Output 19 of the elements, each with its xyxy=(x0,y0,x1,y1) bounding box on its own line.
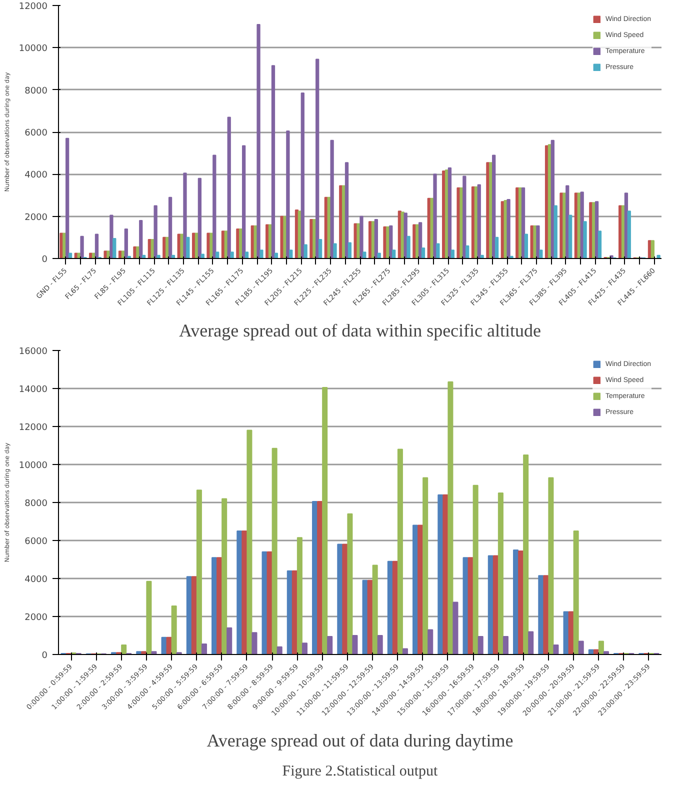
y-tick-label: 0 xyxy=(42,255,48,265)
y-tick-label: 12000 xyxy=(18,2,48,12)
y-tick-label: 10000 xyxy=(18,44,48,54)
y-tick-label: 8000 xyxy=(24,499,48,509)
y-tick-label: 2000 xyxy=(24,613,48,623)
y-tick-label: 6000 xyxy=(24,537,48,547)
text: Average spread out of data during daytime xyxy=(206,730,514,750)
y-tick-label: 0 xyxy=(42,651,48,661)
y-tick-label: 4000 xyxy=(24,575,48,585)
y-tick-label: 10000 xyxy=(18,461,48,471)
y-tick-label: 12000 xyxy=(18,423,48,433)
caption: Figure 2.Statistical output xyxy=(282,764,439,780)
y-tick-label: 8000 xyxy=(24,86,48,96)
y-tick-label: 4000 xyxy=(24,170,48,181)
text: Average spread out of data within specific altitude xyxy=(178,320,542,340)
y-tick-label: 16000 xyxy=(18,347,48,357)
y-tick-label: 14000 xyxy=(18,385,48,395)
y-tick-label: 2000 xyxy=(24,212,48,223)
y-tick-label: 6000 xyxy=(24,128,48,138)
